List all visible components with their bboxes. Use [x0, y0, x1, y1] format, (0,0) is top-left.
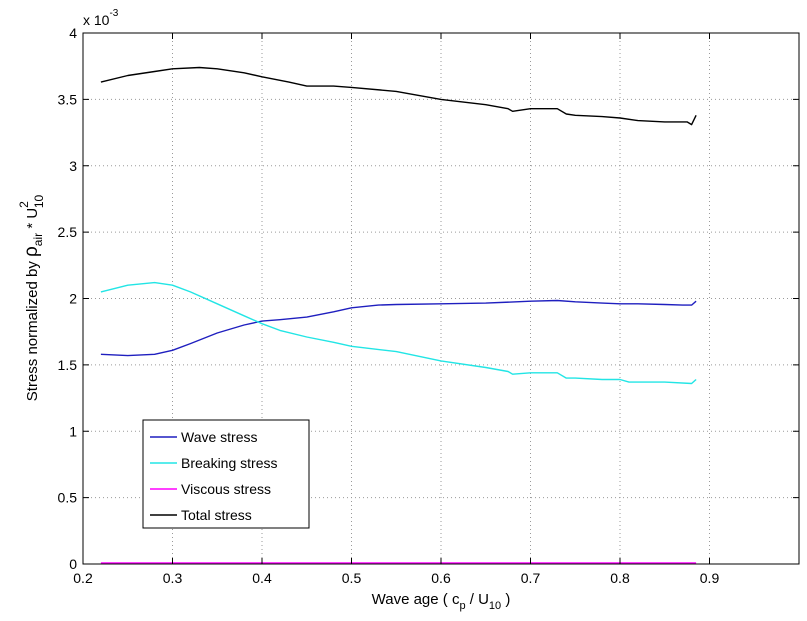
x-tick-label: 0.4 [252, 570, 272, 586]
x-tick-label: 0.6 [431, 570, 451, 586]
y-axis-label: Stress normalized by ρair * U210 [17, 194, 46, 401]
legend-label-total-stress: Total stress [181, 507, 252, 523]
y-tick-label: 2 [69, 291, 77, 307]
ticks: 0.2 0.3 0.4 0.5 0.6 0.7 0.8 0.9 0 0.5 1 1.5 2 2.5 3 3.5… [58, 25, 799, 586]
legend-label-wave-stress: Wave stress [181, 429, 258, 445]
x-tick-label: 0.9 [700, 570, 720, 586]
grid-lines [83, 33, 799, 564]
x-tick-label: 0.3 [163, 570, 183, 586]
y-tick-label: 0 [69, 556, 77, 572]
legend-label-viscous-stress: Viscous stress [181, 481, 271, 497]
y-exponent-label: x 10-3 [83, 8, 119, 28]
breaking-stress-line [100, 281, 697, 385]
x-tick-label: 0.7 [521, 570, 541, 586]
x-tick-label: 0.5 [342, 570, 362, 586]
total-stress-line [100, 66, 697, 126]
y-tick-label: 2.5 [58, 224, 78, 240]
x-axis-label: Wave age ( cp / U10 ) [372, 591, 511, 612]
y-tick-label: 1 [69, 423, 77, 439]
legend-label-breaking-stress: Breaking stress [181, 455, 277, 471]
x-tick-label: 0.2 [73, 570, 93, 586]
y-tick-label: 0.5 [58, 490, 78, 506]
y-tick-label: 1.5 [58, 357, 78, 373]
legend-box [142, 419, 310, 529]
x-tick-label: 0.8 [610, 570, 630, 586]
y-tick-label: 3.5 [58, 91, 78, 107]
y-tick-label: 4 [69, 25, 77, 41]
y-exponent-value: -3 [109, 8, 118, 19]
series-layer [100, 66, 697, 565]
wave-stress-line [100, 299, 697, 357]
y-tick-label: 3 [69, 158, 77, 174]
legend: Wave stress Breaking stress Viscous stress… [142, 419, 310, 529]
